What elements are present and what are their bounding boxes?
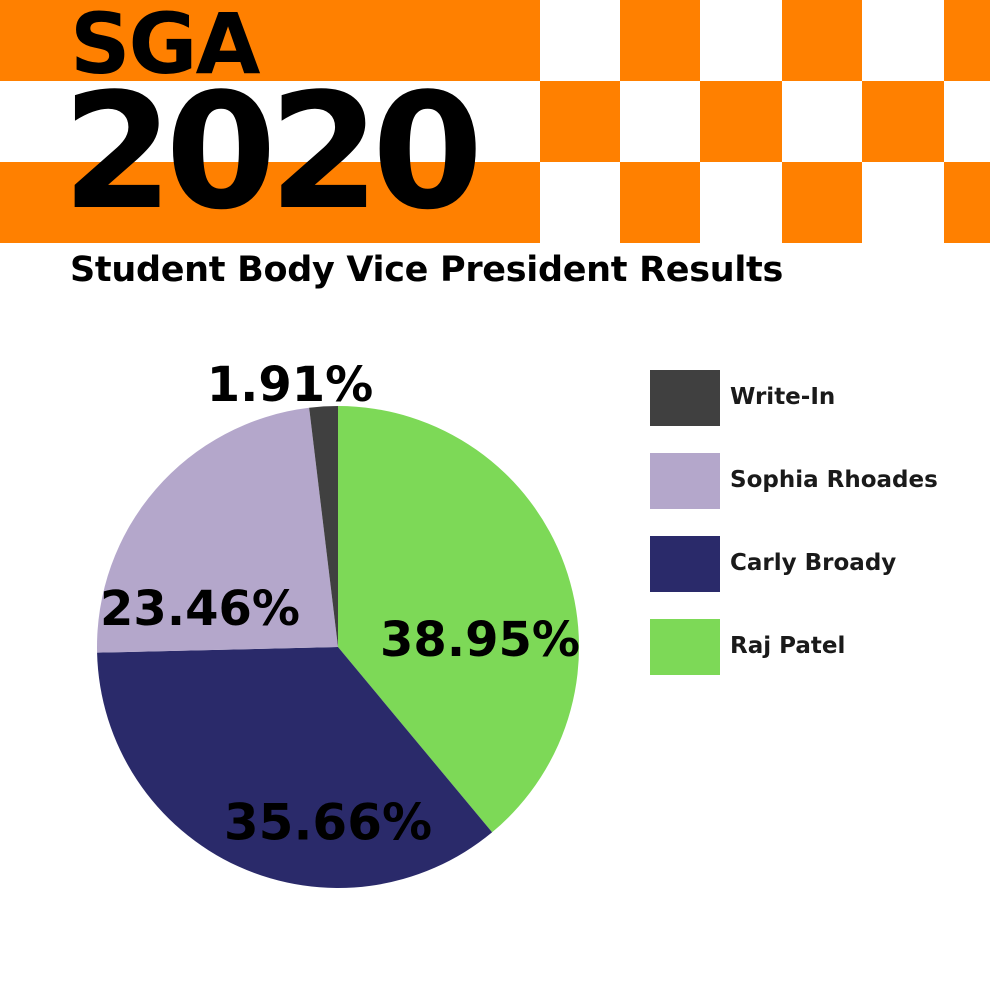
legend-swatch-carly-broady: [650, 536, 720, 592]
pie-slice-write-in: [309, 406, 338, 647]
legend-swatch-sophia-rhoades: [650, 453, 720, 509]
sga-title: SGA: [70, 0, 260, 93]
checker-square-r0-2: [782, 0, 862, 81]
checker-pattern: [0, 0, 990, 243]
checker-square-r1-2: [862, 81, 944, 162]
pie-slice-labels: 38.95% 35.66% 23.46% 1.91%: [100, 357, 580, 852]
pie-slice-sophia-rhoades: [97, 407, 338, 653]
legend-label-write-in: Write-In: [730, 384, 836, 410]
pie-slices: [97, 406, 580, 889]
checker-square-r2-3: [944, 162, 990, 243]
checker-square-r0-1: [620, 0, 700, 81]
checker-square-r0-3: [944, 0, 990, 81]
checker-square-r1-1: [700, 81, 782, 162]
legend-swatch-raj-patel: [650, 619, 720, 675]
pie-label-sophia-rhoades: 23.46%: [100, 581, 300, 637]
checker-square-r2-2: [782, 162, 862, 243]
checkered-header-banner: [0, 0, 990, 243]
pie-label-raj-patel: 38.95%: [380, 612, 580, 668]
legend-label-raj-patel: Raj Patel: [730, 633, 846, 659]
year-title: 2020: [62, 58, 483, 245]
checker-square-r1-0: [540, 81, 620, 162]
pie-label-write-in: 1.91%: [207, 357, 374, 413]
chart-title: Student Body Vice President Results: [70, 250, 783, 290]
pie-slice-carly-broady: [97, 647, 493, 889]
legend-swatch-write-in: [650, 370, 720, 426]
checker-square-r2-0: [0, 162, 540, 243]
checker-square-r0-0: [0, 0, 540, 81]
pie-chart: 38.95% 35.66% 23.46% 1.91%: [97, 357, 580, 889]
pie-slice-raj-patel: [338, 406, 580, 833]
legend-label-carly-broady: Carly Broady: [730, 550, 897, 576]
pie-label-carly-broady: 35.66%: [224, 794, 432, 852]
checker-square-r2-1: [620, 162, 700, 243]
legend-label-sophia-rhoades: Sophia Rhoades: [730, 467, 938, 493]
